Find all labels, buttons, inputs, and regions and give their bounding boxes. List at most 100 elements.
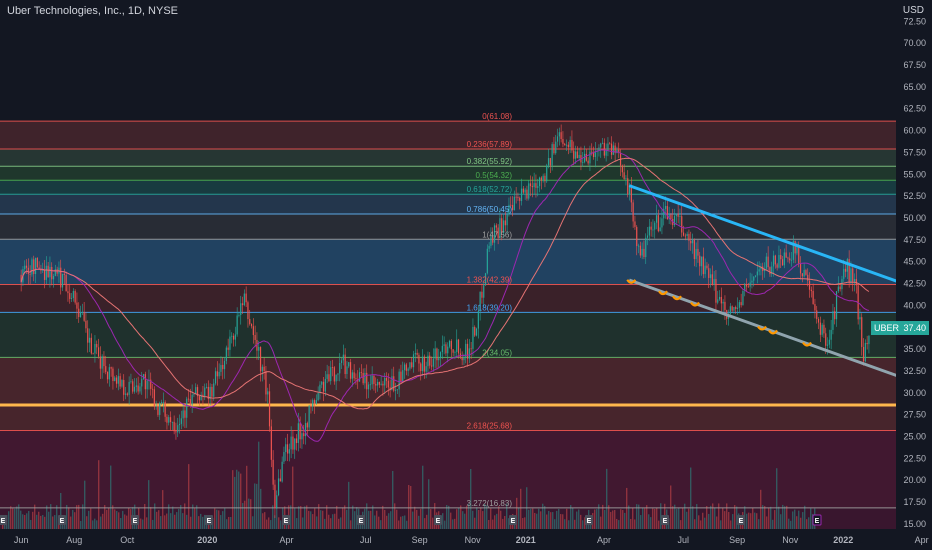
- candle-body: [292, 436, 294, 450]
- volume-bar: [518, 507, 520, 529]
- candle-body: [38, 267, 40, 270]
- candle-body: [83, 311, 85, 321]
- volume-bar: [788, 518, 790, 529]
- volume-bar: [712, 503, 714, 529]
- candle-body: [749, 282, 751, 287]
- volume-bar: [242, 503, 244, 529]
- candle-body: [477, 310, 479, 329]
- fib-band: [0, 430, 896, 508]
- volume-bar: [578, 509, 580, 529]
- volume-bar: [270, 520, 272, 529]
- candle-body: [393, 376, 395, 391]
- candle-body: [353, 372, 355, 379]
- volume-bar: [98, 460, 100, 529]
- volume-bar: [716, 516, 718, 529]
- volume-bar: [532, 508, 534, 529]
- volume-bar: [126, 515, 128, 529]
- candle-body: [331, 367, 334, 369]
- volume-bar: [780, 514, 782, 529]
- candle-body: [830, 329, 832, 340]
- candle-body: [171, 421, 173, 423]
- candle-body: [33, 259, 35, 274]
- fib-band: [0, 149, 896, 167]
- candle-body: [402, 370, 404, 383]
- candle-body: [166, 416, 168, 423]
- volume-bar: [354, 511, 356, 529]
- candle-body: [447, 346, 449, 354]
- volume-bar: [542, 503, 544, 529]
- candle-body: [223, 360, 226, 370]
- volume-bar: [344, 505, 346, 529]
- candle-body: [652, 229, 654, 231]
- volume-bar: [164, 515, 166, 529]
- volume-bar: [646, 505, 648, 529]
- volume-bar: [700, 520, 702, 529]
- candle-body: [731, 306, 733, 311]
- volume-bar: [582, 520, 584, 529]
- volume-bar: [594, 509, 596, 529]
- volume-bar: [42, 515, 44, 529]
- earnings-letter: E: [815, 518, 820, 525]
- volume-bar: [654, 508, 656, 529]
- volume-bar: [156, 511, 158, 529]
- candle-body: [124, 393, 127, 395]
- candle-body: [655, 215, 658, 223]
- volume-bar: [384, 509, 386, 529]
- candle-body: [787, 257, 789, 259]
- candle-body: [290, 436, 292, 450]
- candle-body: [848, 259, 850, 283]
- volume-bar: [326, 505, 328, 529]
- earnings-letter: E: [60, 518, 65, 525]
- chart-title: Uber Technologies, Inc., 1D, NYSE: [7, 5, 178, 17]
- volume-bar: [470, 468, 472, 529]
- volume-bar: [246, 465, 248, 529]
- candle-body: [132, 381, 134, 392]
- candle-body: [697, 248, 699, 256]
- candle-body: [501, 218, 503, 234]
- volume-bar: [650, 517, 652, 529]
- touch-marker: [672, 295, 682, 301]
- time-tick: Apr: [915, 535, 929, 545]
- candle-body: [20, 274, 22, 283]
- candle-body: [513, 196, 515, 211]
- volume-bar: [202, 516, 204, 529]
- volume-bar: [652, 508, 654, 529]
- candle-body: [722, 301, 724, 304]
- volume-bar: [82, 504, 84, 529]
- candle-body: [29, 273, 31, 275]
- candle-body: [483, 285, 485, 298]
- candle-body: [693, 239, 695, 260]
- candle-body: [376, 381, 379, 386]
- candle-body: [519, 197, 521, 201]
- touch-marker: [626, 279, 637, 284]
- candle-body: [796, 245, 798, 254]
- candle-body: [454, 351, 456, 353]
- volume-bar: [376, 510, 378, 529]
- volume-bar: [468, 503, 470, 529]
- candle-body: [328, 374, 330, 382]
- volume-bar: [12, 508, 14, 529]
- volume-bar: [424, 518, 426, 529]
- fibonacci-bands: [0, 121, 896, 529]
- candle-body: [861, 317, 863, 347]
- candle-body: [661, 218, 663, 228]
- price-axis: 72.50 70.00 67.50 65.00 62.50 60.00 57.50 55.00…: [896, 0, 932, 550]
- candle-body: [186, 398, 188, 418]
- candle-body: [805, 270, 807, 275]
- volume-bar: [142, 519, 144, 529]
- volume-bar: [618, 520, 620, 529]
- candle-body: [659, 227, 661, 232]
- candle-body: [427, 355, 429, 367]
- candle-body: [771, 266, 773, 275]
- candle-body: [369, 384, 371, 386]
- volume-bar: [180, 505, 182, 529]
- volume-bar: [520, 488, 522, 529]
- candle-body: [375, 384, 377, 386]
- candle-body: [398, 371, 400, 390]
- candle-body: [43, 270, 46, 280]
- candle-body: [639, 245, 641, 256]
- volume-bar: [474, 517, 476, 529]
- candle-body: [495, 225, 497, 228]
- candle-body: [299, 423, 301, 440]
